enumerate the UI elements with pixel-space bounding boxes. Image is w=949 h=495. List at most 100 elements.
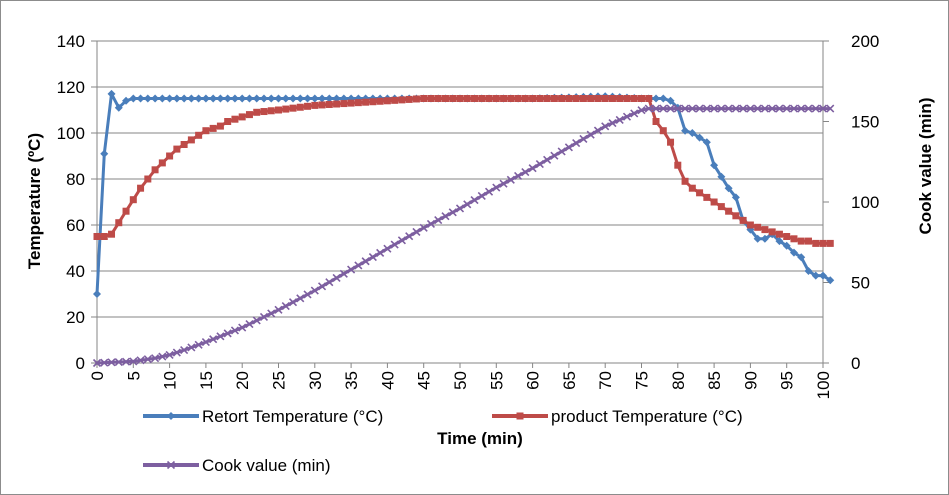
data-point	[507, 95, 515, 102]
data-point	[529, 95, 537, 102]
data-point	[245, 111, 253, 119]
data-point	[695, 104, 704, 113]
data-point	[644, 104, 653, 113]
data-point	[259, 312, 269, 322]
data-point	[368, 252, 377, 262]
data-point	[441, 95, 449, 102]
data-point	[586, 130, 595, 139]
x-tick-label: 75	[633, 371, 652, 390]
data-point	[804, 104, 813, 113]
data-point	[332, 94, 341, 103]
legend-label: Cook value (min)	[202, 456, 331, 475]
data-point	[339, 269, 348, 278]
data-point	[760, 104, 769, 113]
data-point	[405, 95, 413, 103]
series-line	[95, 92, 832, 295]
data-point	[478, 95, 486, 102]
data-point	[731, 104, 740, 113]
data-point	[311, 101, 319, 109]
data-point	[275, 106, 282, 114]
data-point	[238, 94, 247, 103]
y-tick-label: 60	[66, 216, 85, 235]
data-point	[514, 95, 522, 102]
data-point	[514, 171, 523, 180]
x-tick-label: 40	[378, 371, 397, 390]
data-point	[267, 107, 275, 115]
data-point	[630, 109, 639, 118]
data-point	[274, 94, 283, 103]
data-point	[281, 301, 290, 311]
data-point	[180, 346, 189, 355]
data-point	[216, 94, 225, 103]
data-point	[172, 94, 181, 103]
x-tick-label: 90	[741, 371, 760, 390]
data-point	[340, 100, 348, 108]
data-point	[397, 236, 406, 245]
data-point	[550, 151, 559, 160]
data-point	[783, 233, 791, 240]
data-point	[144, 175, 152, 183]
data-point	[267, 309, 276, 318]
data-point	[310, 94, 319, 103]
data-point	[253, 108, 261, 116]
y2-axis-title: Cook value (min)	[916, 98, 935, 235]
data-point	[230, 94, 239, 103]
data-point	[557, 147, 566, 156]
data-point	[165, 94, 174, 103]
data-point	[608, 95, 616, 102]
data-point	[543, 155, 552, 164]
data-point	[717, 203, 725, 211]
data-point	[252, 94, 261, 103]
x-tick-label: 45	[415, 371, 434, 390]
data-point	[245, 319, 254, 329]
y2-tick-label: 0	[851, 354, 860, 373]
data-point	[703, 193, 711, 201]
data-point	[398, 96, 406, 104]
data-point	[797, 253, 806, 262]
x-tick-label: 10	[161, 371, 180, 390]
data-point	[93, 290, 101, 298]
data-point	[231, 115, 239, 123]
legend-item: product Temperature (°C)	[492, 407, 743, 426]
data-point	[543, 95, 551, 102]
data-point	[499, 179, 508, 188]
series-diamond	[93, 89, 835, 298]
data-point	[790, 235, 798, 243]
data-point	[202, 127, 210, 135]
data-point	[390, 240, 399, 249]
data-point	[412, 227, 421, 237]
data-point	[754, 223, 762, 231]
data-point	[434, 95, 442, 102]
data-point	[688, 184, 696, 192]
y2-tick-label: 100	[851, 193, 879, 212]
data-point	[362, 98, 370, 106]
data-point	[608, 119, 617, 128]
data-point	[587, 95, 595, 102]
data-point	[710, 104, 719, 113]
y-axis-ticks: 0 20 40 60 80 100 120 140	[57, 32, 97, 373]
data-point	[623, 95, 631, 102]
x-tick-label: 25	[270, 371, 289, 390]
data-point	[303, 94, 312, 103]
data-point	[637, 106, 646, 115]
data-point	[492, 95, 500, 102]
data-point	[107, 89, 116, 98]
data-point	[804, 237, 812, 245]
data-point	[688, 129, 697, 137]
data-point	[826, 104, 835, 113]
data-point	[318, 94, 327, 103]
data-point	[267, 94, 276, 103]
series-x	[92, 104, 835, 368]
data-point	[107, 358, 116, 367]
data-point	[536, 95, 544, 102]
data-point	[238, 113, 246, 121]
y-tick-label: 20	[66, 308, 85, 327]
data-point	[391, 96, 399, 104]
data-point	[601, 122, 610, 131]
data-point	[296, 294, 305, 303]
data-point	[710, 161, 719, 170]
data-point	[659, 127, 667, 135]
data-point	[143, 355, 152, 364]
